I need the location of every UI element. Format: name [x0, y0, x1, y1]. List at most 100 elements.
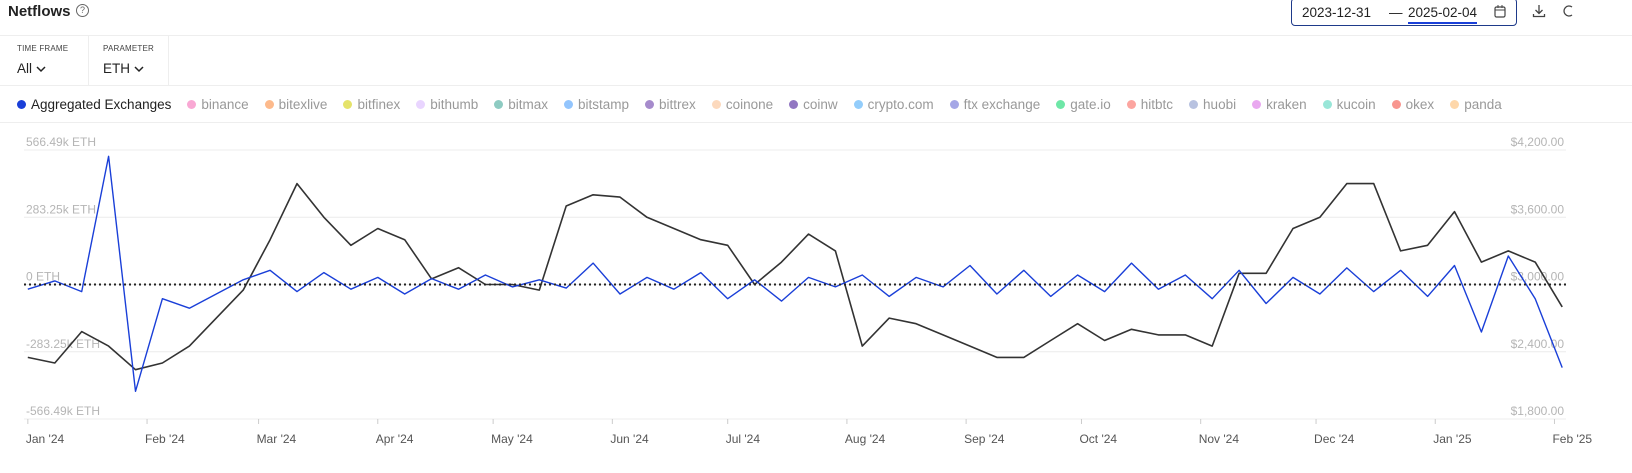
download-icon[interactable] — [1532, 4, 1546, 18]
more-icon[interactable] — [1562, 4, 1574, 18]
legend-label: bitexlive — [278, 96, 328, 112]
divider — [0, 122, 1632, 123]
y-tick-label: 566.49k ETH — [26, 135, 96, 149]
x-tick-label: Apr '24 — [376, 432, 414, 446]
y-tick-label: -283.25k ETH — [26, 337, 100, 351]
help-icon[interactable]: ? — [76, 4, 89, 17]
legend-item[interactable]: gate.io — [1056, 94, 1111, 114]
legend-item[interactable]: huobi — [1189, 94, 1236, 114]
x-tick-label: May '24 — [491, 432, 533, 446]
x-tick-label: Mar '24 — [257, 432, 297, 446]
legend-dot — [17, 99, 26, 109]
date-from[interactable]: 2023-12-31 — [1302, 5, 1372, 20]
legend-item[interactable]: bitmax — [494, 94, 548, 114]
control-value[interactable]: All — [17, 61, 46, 76]
control-value[interactable]: ETH — [103, 61, 144, 76]
legend-item[interactable]: ftx exchange — [949, 94, 1041, 114]
legend-label: crypto.com — [867, 96, 934, 112]
legend-label: kraken — [1266, 96, 1307, 112]
legend-item[interactable]: bitfinex — [343, 94, 400, 114]
control-value-text: All — [17, 61, 33, 76]
legend-label: panda — [1464, 96, 1502, 112]
chevron — [134, 66, 144, 73]
x-tick-label: Oct '24 — [1079, 432, 1117, 446]
x-tick-label: Feb '25 — [1552, 432, 1592, 446]
calendar-icon[interactable] — [1494, 5, 1506, 18]
chart: 566.49k ETH 283.25k ETH 0 ETH -283.25k ETH -… — [24, 135, 1592, 446]
chevron — [36, 66, 46, 73]
legend-item[interactable]: kraken — [1252, 94, 1307, 114]
legend-label: bithumb — [430, 96, 479, 112]
legend-label: gate.io — [1070, 96, 1111, 112]
x-tick-label: Nov '24 — [1199, 432, 1240, 446]
legend-dot — [645, 99, 655, 109]
y2-tick-label: $2,400.00 — [1511, 337, 1565, 351]
legend-item[interactable]: bitexlive — [264, 94, 328, 114]
legend-item[interactable]: crypto.com — [853, 94, 934, 114]
legend-dot — [1126, 99, 1136, 109]
legend-dot — [564, 99, 574, 109]
legend-item[interactable]: binance — [187, 94, 249, 114]
legend-dot — [494, 99, 504, 109]
x-tick-label: Sep '24 — [964, 432, 1005, 446]
date-to[interactable]: 2025-02-04 — [1408, 5, 1478, 24]
legend-dot — [1189, 99, 1199, 109]
legend-item[interactable]: hitbtc — [1126, 94, 1174, 114]
y-tick-label: 283.25k ETH — [26, 202, 96, 216]
time-frame[interactable]: TIME FRAME All — [0, 36, 89, 85]
controls: TIME FRAME All PARAMETER ETH — [0, 36, 1632, 86]
legend-dot — [416, 99, 426, 109]
y-tick-label: -566.49k ETH — [26, 404, 100, 418]
legend: Aggregated Exchanges binance bitexlive bitf… — [17, 94, 1632, 114]
legend-item[interactable]: coinw — [789, 94, 838, 114]
legend-item[interactable]: bitstamp — [564, 94, 629, 114]
page-title: Netflows — [8, 3, 71, 20]
legend-dot — [1450, 99, 1460, 109]
legend-label: coinw — [803, 96, 838, 112]
series-line — [27, 155, 1563, 392]
control-label: TIME FRAME — [17, 44, 69, 53]
x-tick-label: Feb '24 — [145, 432, 185, 446]
legend-item[interactable]: coinone — [711, 94, 774, 114]
legend-dot — [1391, 99, 1401, 109]
date-range[interactable]: 2023-12-31 — 2025-02-04 — [1291, 0, 1517, 26]
y2-tick-label: $1,800.00 — [1511, 404, 1565, 418]
date-separator: — — [1389, 5, 1403, 20]
x-tick-label: Jul '24 — [726, 432, 761, 446]
legend-dot — [789, 99, 799, 109]
x-tick-label: Aug '24 — [845, 432, 886, 446]
x-tick-label: Dec '24 — [1314, 432, 1355, 446]
x-tick-label: Jun '24 — [610, 432, 649, 446]
legend-label: bitfinex — [357, 96, 401, 112]
control-value-text: ETH — [103, 61, 130, 76]
legend-dot — [1322, 99, 1332, 109]
legend-label: hitbtc — [1140, 96, 1174, 112]
legend-item[interactable]: Aggregated Exchanges — [17, 94, 171, 114]
legend-item[interactable]: kucoin — [1322, 94, 1376, 114]
control-label: PARAMETER — [103, 44, 154, 53]
parameter[interactable]: PARAMETER ETH — [88, 36, 169, 85]
y2-tick-label: $3,600.00 — [1511, 202, 1565, 216]
legend-dot — [264, 99, 274, 109]
legend-label: Aggregated Exchanges — [31, 96, 172, 112]
legend-dot — [1056, 99, 1066, 109]
legend-dot — [949, 99, 959, 109]
legend-item[interactable]: okex — [1391, 94, 1435, 114]
legend-label: binance — [201, 96, 249, 112]
legend-label: bittrex — [659, 96, 696, 112]
legend-item[interactable]: bittrex — [645, 94, 696, 114]
series-line — [27, 182, 1563, 371]
legend-item[interactable]: panda — [1450, 94, 1502, 114]
legend-label: bitstamp — [578, 96, 630, 112]
legend-label: bitmax — [508, 96, 549, 112]
legend-label: ftx exchange — [963, 96, 1041, 112]
legend-label: huobi — [1203, 96, 1237, 112]
legend-dot — [1252, 99, 1262, 109]
legend-dot — [711, 99, 721, 109]
legend-label: kucoin — [1336, 96, 1376, 112]
legend-item[interactable]: bithumb — [416, 94, 478, 114]
legend-label: okex — [1405, 96, 1435, 112]
legend-label: coinone — [725, 96, 774, 112]
legend-dot — [343, 99, 353, 109]
